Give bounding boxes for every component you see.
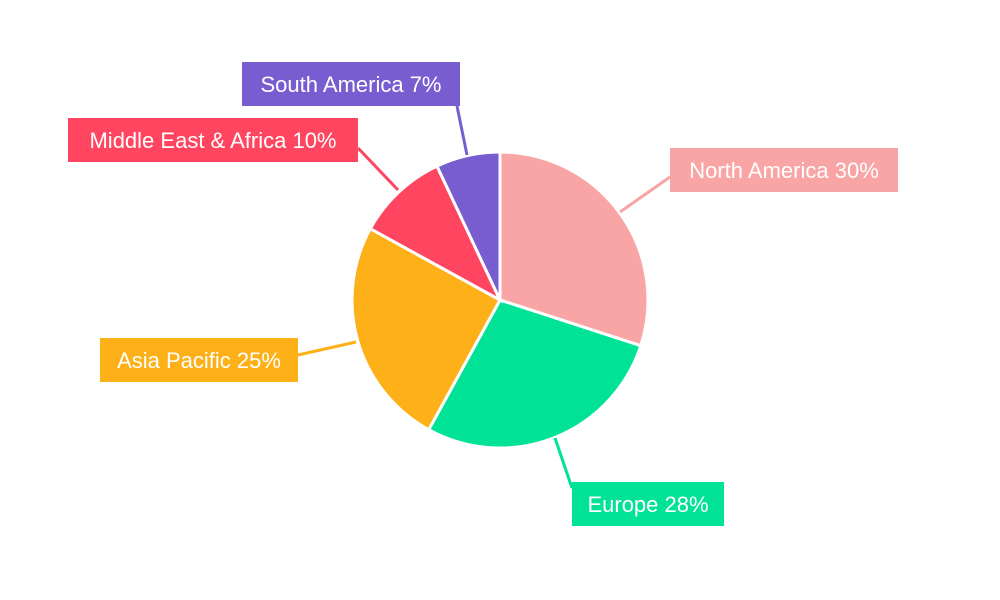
data-label-north-america: North America 30% [689, 158, 879, 183]
label-box-middle-east-africa [68, 118, 358, 162]
label-box-asia-pacific [100, 338, 298, 382]
label-box-europe [572, 482, 724, 526]
data-label-europe: Europe 28% [587, 492, 708, 517]
leader-line-middle-east-africa [356, 146, 400, 192]
data-label-south-america: South America 7% [261, 72, 442, 97]
leader-line-europe [553, 437, 574, 489]
slice-north-america[interactable] [498, 150, 650, 348]
leader-line-north-america [619, 175, 671, 214]
slice-south-america[interactable] [434, 150, 502, 301]
slice-middle-east-africa[interactable] [368, 164, 504, 304]
slice-europe[interactable] [426, 298, 643, 450]
leader-line-asia-pacific [297, 340, 357, 357]
label-box-south-america [242, 62, 460, 106]
leader-line-south-america [455, 105, 469, 156]
labels: North America 30% Europe 28% Asia Pacific … [68, 62, 898, 526]
slices [350, 150, 650, 450]
data-label-middle-east-africa: Middle East & Africa 10% [89, 128, 336, 153]
data-label-asia-pacific: Asia Pacific 25% [117, 348, 281, 373]
slice-asia-pacific[interactable] [350, 226, 503, 432]
label-box-north-america [670, 148, 898, 192]
